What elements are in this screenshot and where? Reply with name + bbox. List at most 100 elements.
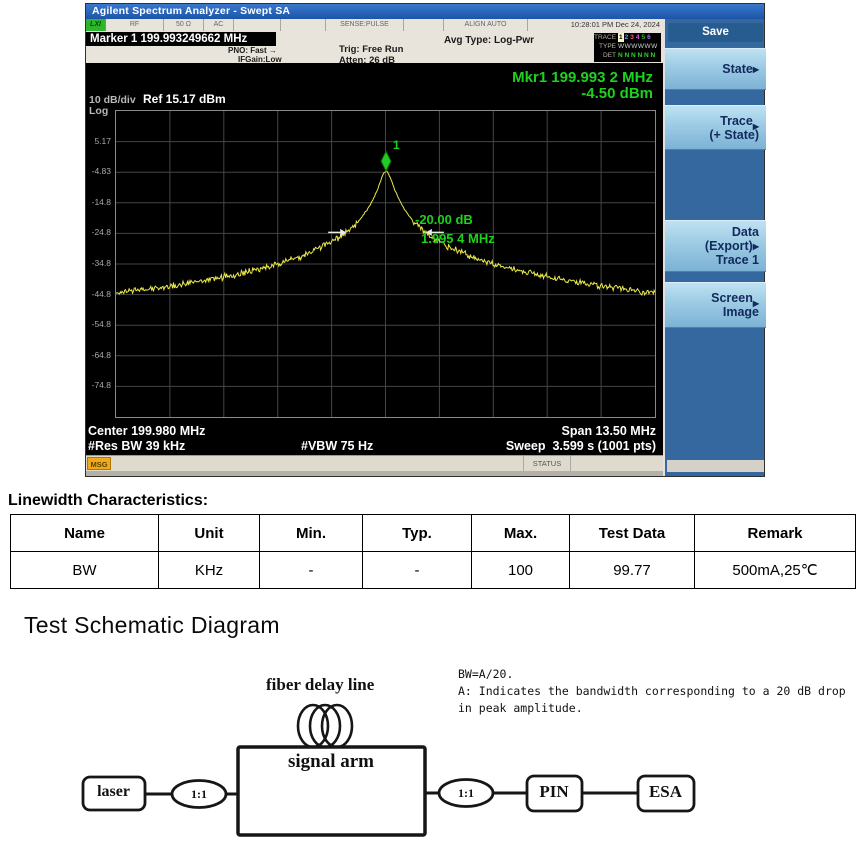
trace-5-indicator: 5 bbox=[641, 34, 646, 41]
coupler1-ellipse bbox=[170, 779, 228, 809]
pno-label: PNO: Fast → bbox=[228, 46, 277, 55]
pin-box bbox=[525, 774, 584, 813]
signal-arm-label: signal arm bbox=[287, 751, 375, 772]
esa-box bbox=[636, 774, 696, 813]
atten-label: Atten: 26 dB bbox=[339, 55, 395, 66]
menu-bottom-strip bbox=[667, 460, 764, 472]
col-name: Name bbox=[10, 514, 159, 552]
status-empty-3 bbox=[404, 19, 444, 31]
y-axis-tick: -34.8 bbox=[91, 257, 111, 268]
status-empty-1 bbox=[234, 19, 281, 31]
save-menu-header: Save bbox=[668, 23, 763, 42]
state-button[interactable]: State▶ bbox=[665, 48, 766, 90]
sweep-label: Sweep 3.599 s (1001 pts) bbox=[505, 439, 656, 453]
coupler1-label: 1:1 bbox=[191, 787, 207, 801]
trace-label: TRACE bbox=[594, 34, 617, 41]
chart-area: Mkr1 199.993 2 MHz -4.50 dBm 10 dB/div R… bbox=[86, 63, 663, 455]
status-strip: LXI RF 50 Ω AC SENSE:PULSE ALIGN AUTO 10… bbox=[86, 19, 663, 31]
softkey-menu: Save State▶ Trace▶ (+ State) Data (Expor… bbox=[663, 19, 766, 476]
submenu-arrow-icon: ▶ bbox=[752, 242, 759, 251]
y-axis-tick: -44.8 bbox=[91, 288, 111, 299]
col-min: Min. bbox=[259, 514, 363, 552]
analyzer-display: LXI RF 50 Ω AC SENSE:PULSE ALIGN AUTO 10… bbox=[86, 19, 663, 476]
res-bw-label: #Res BW 39 kHz bbox=[88, 439, 186, 453]
trigger-label: Trig: Free Run bbox=[339, 44, 404, 55]
vbw-label: #VBW 75 Hz bbox=[301, 439, 374, 453]
col-remark: Remark bbox=[694, 514, 856, 552]
status-datetime: 10:28:01 PM Dec 24, 2024 bbox=[570, 20, 660, 29]
trace-1-indicator: 1 bbox=[618, 33, 624, 42]
bottom-filler bbox=[86, 471, 663, 476]
data-export-button[interactable]: Data (Export)▶ Trace 1 bbox=[665, 220, 766, 272]
cell-name: BW bbox=[10, 551, 159, 589]
cell-remark: 500mA,25℃ bbox=[694, 551, 856, 589]
marker-readout: Marker 1 199.993249662 MHz bbox=[86, 32, 276, 46]
spectrum-plot-svg bbox=[116, 111, 655, 417]
coupler2-ellipse bbox=[437, 778, 495, 808]
ref-level-label: Ref 15.17 dBm bbox=[143, 92, 226, 106]
laser-label: laser bbox=[97, 783, 130, 800]
table-header-row: Name Unit Min. Typ. Max. Test Data Remar… bbox=[10, 514, 856, 552]
message-bar: MSG STATUS bbox=[86, 455, 663, 471]
marker1-diamond-icon bbox=[380, 150, 392, 173]
header-band: Marker 1 199.993249662 MHz PNO: Fast → I… bbox=[86, 31, 663, 66]
cell-typ: - bbox=[362, 551, 472, 589]
cell-test-data: 99.77 bbox=[569, 551, 695, 589]
ifgain-label: IFGain:Low bbox=[238, 55, 282, 64]
trace-plus-state-button[interactable]: Trace▶ (+ State) bbox=[665, 105, 766, 150]
center-frequency-label: Center 199.980 MHz bbox=[88, 424, 206, 438]
type-label: TYPE bbox=[599, 43, 616, 50]
marker1-frequency: Mkr1 199.993 2 MHz bbox=[512, 69, 653, 86]
log-label: Log bbox=[89, 105, 109, 117]
y-axis-tick: -64.8 bbox=[91, 349, 111, 360]
trace-3-indicator: 3 bbox=[630, 34, 634, 41]
schematic-heading: Test Schematic Diagram bbox=[24, 612, 280, 638]
det-label: DET bbox=[603, 52, 616, 59]
det-row: N N N N N N bbox=[618, 52, 656, 59]
laser-box bbox=[81, 775, 147, 812]
spectrum-analyzer-window: Agilent Spectrum Analyzer - Swept SA LXI… bbox=[85, 3, 766, 477]
lxi-badge: LXI bbox=[86, 19, 106, 31]
fiber-coil-icon bbox=[296, 703, 354, 749]
submenu-arrow-icon: ▶ bbox=[752, 121, 759, 131]
status-rf: RF bbox=[106, 19, 164, 31]
schematic-diagram bbox=[81, 703, 696, 837]
trace-status-panel: TRACE 1 2 3 4 5 6 TYPE WWWWWW DET N N N N N N bbox=[594, 33, 661, 62]
coupler2-label: 1:1 bbox=[458, 786, 474, 800]
table-row: BW KHz - - 100 99.77 500mA,25℃ bbox=[10, 551, 856, 589]
submenu-arrow-icon: ▶ bbox=[752, 65, 759, 74]
avg-type-label: Avg Type: Log-Pwr bbox=[444, 35, 534, 46]
status-empty-2 bbox=[281, 19, 326, 31]
y-axis-tick: 5.17 bbox=[94, 135, 111, 146]
cell-unit: KHz bbox=[158, 551, 260, 589]
status-indicator: STATUS bbox=[523, 456, 571, 471]
width-arrow-icon bbox=[340, 228, 347, 236]
cell-max: 100 bbox=[471, 551, 570, 589]
window-titlebar: Agilent Spectrum Analyzer - Swept SA bbox=[86, 4, 764, 19]
linewidth-heading: Linewidth Characteristics: bbox=[8, 492, 209, 509]
status-impedance: 50 Ω bbox=[164, 19, 204, 31]
col-typ: Typ. bbox=[362, 514, 472, 552]
esa-label: ESA bbox=[648, 782, 683, 801]
trace-6-indicator: 6 bbox=[647, 34, 651, 41]
status-align: ALIGN AUTO bbox=[444, 19, 528, 31]
cell-min: - bbox=[259, 551, 363, 589]
col-test-data: Test Data bbox=[569, 514, 695, 552]
trace-2-indicator: 2 bbox=[624, 34, 629, 41]
y-axis-tick: -14.8 bbox=[91, 196, 111, 207]
y-axis-tick: -54.8 bbox=[91, 319, 111, 330]
fiber-delay-line-label: fiber delay line bbox=[266, 675, 375, 694]
screen-image-button[interactable]: Screen▶ Image bbox=[665, 282, 766, 328]
marker1-number: 1 bbox=[393, 138, 400, 152]
y-axis-tick: -74.8 bbox=[91, 380, 111, 391]
span-label: Span 13.50 MHz bbox=[561, 424, 656, 438]
width-arrow-icon bbox=[425, 228, 432, 236]
msg-badge: MSG bbox=[87, 457, 111, 470]
bandwidth-note: BW=A/20. A: Indicates the bandwidth corre… bbox=[458, 667, 846, 715]
marker1-amplitude: -4.50 dBm bbox=[581, 85, 653, 102]
scale-label: 10 dB/div bbox=[89, 94, 136, 106]
y-axis-tick: -24.8 bbox=[91, 227, 111, 238]
linewidth-table: Name Unit Min. Typ. Max. Test Data Remar… bbox=[10, 514, 856, 589]
col-unit: Unit bbox=[158, 514, 260, 552]
submenu-arrow-icon: ▶ bbox=[752, 299, 759, 308]
